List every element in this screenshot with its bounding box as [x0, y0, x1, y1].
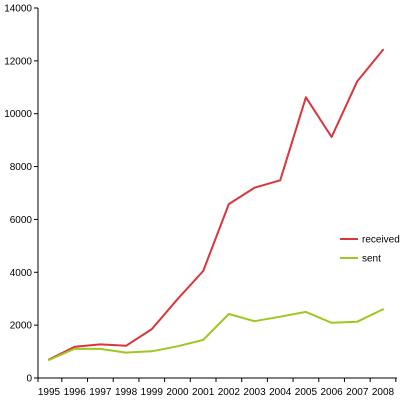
x-tick-label: 1999 [141, 387, 164, 398]
legend-label: sent [362, 254, 381, 265]
data-point-sent [331, 322, 333, 324]
series-line-sent [48, 308, 384, 361]
series-sent [48, 308, 384, 361]
y-tick-label: 12000 [4, 56, 32, 67]
data-point-sent [254, 320, 256, 322]
x-tick-label: 2002 [218, 387, 241, 398]
x-tick-label: 2004 [269, 387, 292, 398]
x-tick-label: 2001 [192, 387, 215, 398]
data-point-sent [99, 348, 101, 350]
data-point-sent [305, 311, 307, 313]
x-tick-label: 2000 [166, 387, 189, 398]
plot-series [48, 48, 384, 361]
x-tick-label: 1997 [89, 387, 112, 398]
data-point-received [228, 203, 230, 205]
data-point-received [176, 298, 178, 300]
y-tick-label: 10000 [4, 109, 32, 120]
data-point-sent [74, 348, 76, 350]
data-point-received [356, 80, 358, 82]
y-tick-label: 14000 [4, 4, 32, 15]
data-point-received [382, 49, 384, 51]
data-point-sent [176, 345, 178, 347]
data-point-sent [151, 350, 153, 352]
y-tick-label: 2000 [10, 321, 33, 332]
x-tick-label: 2007 [346, 387, 369, 398]
data-point-sent [125, 352, 127, 354]
x-tick-label: 2003 [243, 387, 266, 398]
x-tick-label: 2005 [295, 387, 318, 398]
data-point-received [254, 187, 256, 189]
data-point-sent [202, 339, 204, 341]
data-point-sent [228, 313, 230, 315]
data-point-received [151, 328, 153, 330]
data-point-received [305, 96, 307, 98]
data-point-received [202, 270, 204, 272]
x-tick-label: 1998 [115, 387, 138, 398]
data-point-received [331, 136, 333, 138]
legend-label: received [362, 235, 400, 246]
x-tick-label: 2006 [320, 387, 343, 398]
y-axis: 0 2000 4000 6000 8000 10000 12000 14000 [4, 4, 39, 385]
x-axis: 1995 1996 1997 1998 1999 2000 2001 2002 2003 2004… [37, 377, 397, 398]
data-point-received [279, 179, 281, 181]
legend: received sent [340, 235, 400, 265]
data-point-sent [356, 321, 358, 323]
x-ticks: 1995 1996 1997 1998 1999 2000 2001 2002 2003 2004… [37, 378, 397, 398]
data-point-received [74, 346, 76, 348]
data-point-sent [279, 316, 281, 318]
x-tick-label: 1995 [38, 387, 61, 398]
data-point-sent [48, 359, 50, 361]
y-tick-label: 8000 [10, 162, 33, 173]
data-point-sent [382, 308, 384, 310]
legend-item-sent: sent [340, 254, 381, 265]
series-received [48, 48, 384, 361]
y-tick-label: 0 [26, 374, 32, 385]
x-tick-label: 1996 [64, 387, 87, 398]
legend-item-received: received [340, 235, 400, 246]
data-point-received [125, 345, 127, 347]
series-line-received [48, 48, 384, 361]
y-tick-label: 6000 [10, 215, 33, 226]
data-point-received [99, 343, 101, 345]
x-tick-label: 2008 [372, 387, 395, 398]
y-tick-label: 4000 [10, 268, 33, 279]
y-ticks: 0 2000 4000 6000 8000 10000 12000 14000 [4, 4, 38, 385]
